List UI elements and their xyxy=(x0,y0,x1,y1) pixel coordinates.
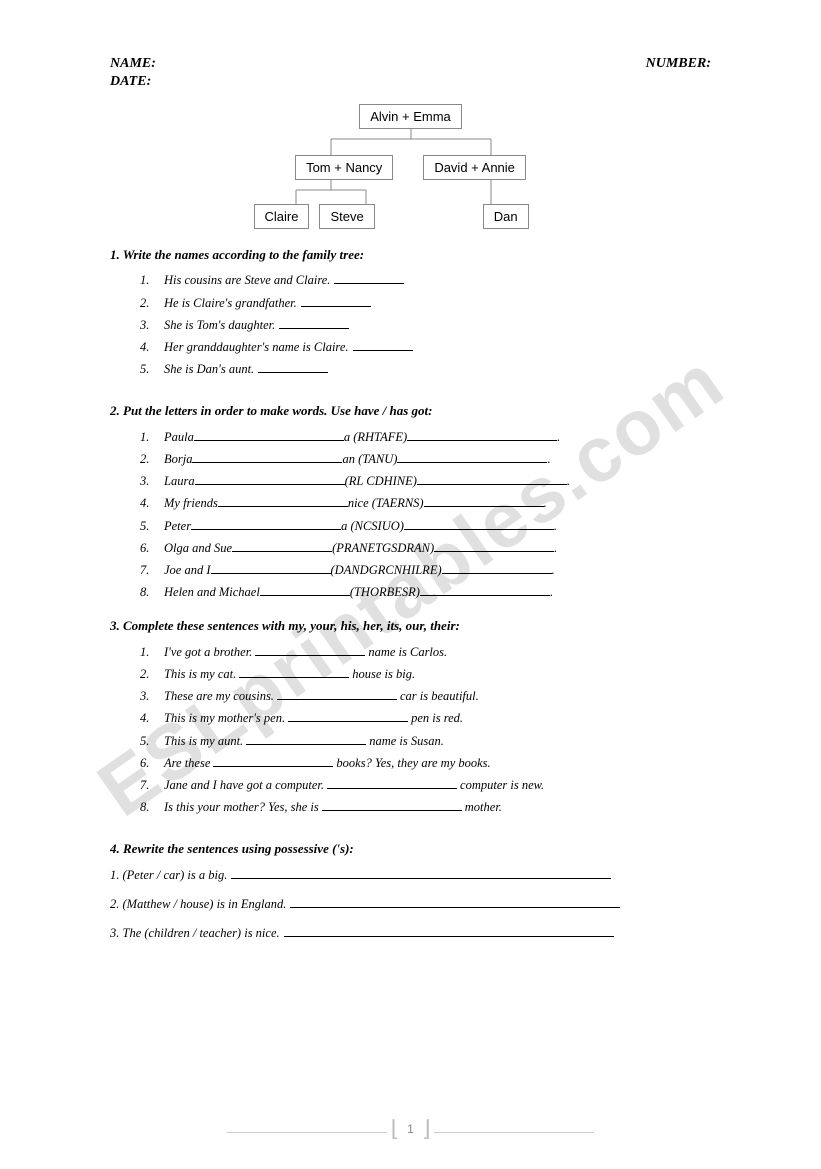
answer-blank[interactable] xyxy=(434,541,554,552)
answer-blank[interactable] xyxy=(442,563,552,574)
answer-blank[interactable] xyxy=(279,318,349,329)
list-item: 8.Is this your mother? Yes, she is mothe… xyxy=(140,800,711,815)
list-item: 7.Jane and I have got a computer. comput… xyxy=(140,778,711,793)
section2-title: 2. Put the letters in order to make word… xyxy=(110,403,711,419)
answer-blank[interactable] xyxy=(404,518,554,529)
list-item: 3.Laura (RL CDHINE). xyxy=(140,474,711,489)
section3-list: 1.I've got a brother. name is Carlos. 2.… xyxy=(140,644,711,815)
answer-blank[interactable] xyxy=(218,496,348,507)
worksheet-page: NAME: NUMBER: DATE: Alvin + Emma Tom + N… xyxy=(0,0,821,995)
answer-blank[interactable] xyxy=(195,474,345,485)
answer-blank[interactable] xyxy=(407,429,557,440)
answer-blank[interactable] xyxy=(334,273,404,284)
page-number: 1 xyxy=(407,1122,414,1136)
tree-node-claire: Claire xyxy=(254,204,310,229)
list-item: 1.His cousins are Steve and Claire. xyxy=(140,273,711,288)
tree-node-top: Alvin + Emma xyxy=(359,104,462,129)
section3-title: 3. Complete these sentences with my, you… xyxy=(110,618,711,634)
section4-list: 1. (Peter / car) is a big. 2. (Matthew /… xyxy=(110,867,711,941)
list-item: 3.These are my cousins. car is beautiful… xyxy=(140,689,711,704)
answer-blank[interactable] xyxy=(211,563,331,574)
answer-blank[interactable] xyxy=(284,926,614,937)
name-label: NAME: xyxy=(110,56,156,72)
answer-blank[interactable] xyxy=(424,496,544,507)
tree-node-dan: Dan xyxy=(483,204,529,229)
answer-blank[interactable] xyxy=(420,585,550,596)
number-label: NUMBER: xyxy=(646,56,711,72)
list-item: 6.Olga and Sue (PRANETGSDRAN). xyxy=(140,541,711,556)
answer-blank[interactable] xyxy=(231,867,611,878)
family-tree: Alvin + Emma Tom + Nancy David + Annie C… xyxy=(246,104,576,229)
answer-blank[interactable] xyxy=(255,644,365,655)
tree-node-steve: Steve xyxy=(319,204,374,229)
list-item: 8.Helen and Michael (THORBESR). xyxy=(140,585,711,600)
bracket-left-icon: ⌊ xyxy=(391,1122,400,1135)
list-item: 4.This is my mother's pen. pen is red. xyxy=(140,711,711,726)
list-item: 1.I've got a brother. name is Carlos. xyxy=(140,644,711,659)
tree-node-mid-left: Tom + Nancy xyxy=(295,155,393,180)
answer-blank[interactable] xyxy=(327,778,457,789)
answer-blank[interactable] xyxy=(417,474,567,485)
date-label: DATE: xyxy=(110,74,711,90)
answer-blank[interactable] xyxy=(322,800,462,811)
tree-connector-top xyxy=(266,129,556,155)
list-item: 1. (Peter / car) is a big. xyxy=(110,867,711,882)
answer-blank[interactable] xyxy=(258,362,328,373)
section4-title: 4. Rewrite the sentences using possessiv… xyxy=(110,841,711,857)
list-item: 2.He is Claire's grandfather. xyxy=(140,295,711,310)
tree-connector-bottom xyxy=(266,180,556,204)
list-item: 2.Borja an (TANU). xyxy=(140,452,711,467)
answer-blank[interactable] xyxy=(288,711,408,722)
footer-line-right xyxy=(434,1132,594,1133)
list-item: 5.This is my aunt. name is Susan. xyxy=(140,733,711,748)
section1-title: 1. Write the names according to the fami… xyxy=(110,247,711,263)
list-item: 1.Paula a (RHTAFE). xyxy=(140,429,711,444)
list-item: 4.My friends nice (TAERNS). xyxy=(140,496,711,511)
answer-blank[interactable] xyxy=(213,756,333,767)
answer-blank[interactable] xyxy=(232,541,332,552)
tree-node-mid-right: David + Annie xyxy=(423,155,526,180)
section2-list: 1.Paula a (RHTAFE). 2.Borja an (TANU). 3… xyxy=(140,429,711,600)
page-footer: ⌊ 1 ⌊ xyxy=(0,1122,821,1139)
answer-blank[interactable] xyxy=(290,897,620,908)
header-row: NAME: NUMBER: xyxy=(110,56,711,72)
list-item: 6.Are these books? Yes, they are my book… xyxy=(140,756,711,771)
answer-blank[interactable] xyxy=(239,667,349,678)
section1-list: 1.His cousins are Steve and Claire. 2.He… xyxy=(140,273,711,377)
list-item: 4.Her granddaughter's name is Claire. xyxy=(140,340,711,355)
list-item: 7.Joe and I (DANDGRCNHILRE). xyxy=(140,563,711,578)
list-item: 2. (Matthew / house) is in England. xyxy=(110,897,711,912)
list-item: 5.She is Dan's aunt. xyxy=(140,362,711,377)
answer-blank[interactable] xyxy=(397,452,547,463)
list-item: 3.She is Tom's daughter. xyxy=(140,318,711,333)
list-item: 2.This is my cat. house is big. xyxy=(140,667,711,682)
list-item: 3. The (children / teacher) is nice. xyxy=(110,926,711,941)
answer-blank[interactable] xyxy=(246,733,366,744)
answer-blank[interactable] xyxy=(260,585,350,596)
answer-blank[interactable] xyxy=(353,340,413,351)
footer-line-left xyxy=(227,1132,387,1133)
answer-blank[interactable] xyxy=(301,295,371,306)
answer-blank[interactable] xyxy=(194,429,344,440)
bracket-right-icon: ⌊ xyxy=(422,1122,431,1135)
answer-blank[interactable] xyxy=(191,518,341,529)
list-item: 5.Peter a (NCSIUO). xyxy=(140,518,711,533)
answer-blank[interactable] xyxy=(277,689,397,700)
answer-blank[interactable] xyxy=(192,452,342,463)
